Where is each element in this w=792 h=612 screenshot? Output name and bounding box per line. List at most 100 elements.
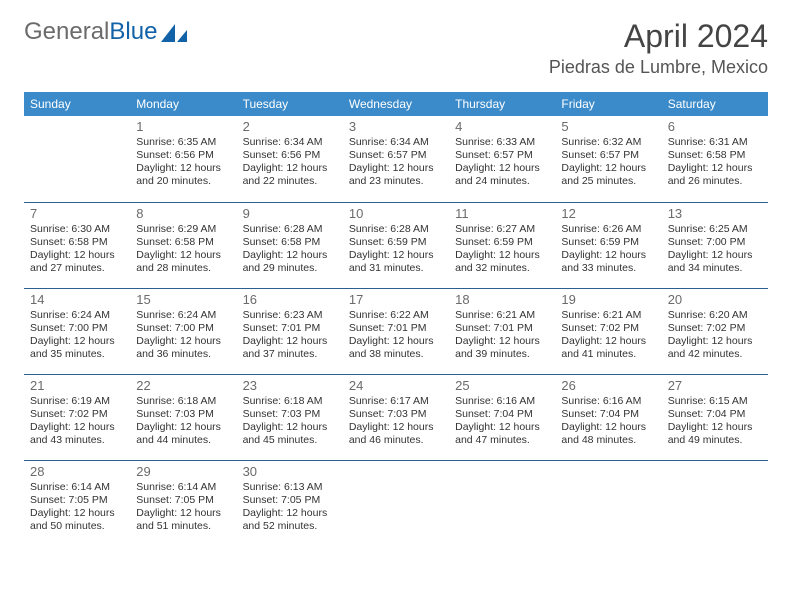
daylight-line: Daylight: 12 hours and 25 minutes. — [561, 162, 655, 188]
calendar-cell: 15Sunrise: 6:24 AMSunset: 7:00 PMDayligh… — [130, 288, 236, 374]
day-number: 23 — [243, 378, 337, 393]
logo-sail-icon — [161, 22, 189, 44]
day-number: 2 — [243, 119, 337, 134]
sunrise-line: Sunrise: 6:29 AM — [136, 223, 230, 236]
sunrise-line: Sunrise: 6:14 AM — [30, 481, 124, 494]
sunrise-line: Sunrise: 6:20 AM — [668, 309, 762, 322]
calendar-cell: 18Sunrise: 6:21 AMSunset: 7:01 PMDayligh… — [449, 288, 555, 374]
sunset-line: Sunset: 7:00 PM — [30, 322, 124, 335]
sunset-line: Sunset: 6:58 PM — [136, 236, 230, 249]
sunrise-line: Sunrise: 6:19 AM — [30, 395, 124, 408]
sunrise-line: Sunrise: 6:32 AM — [561, 136, 655, 149]
title-block: April 2024 Piedras de Lumbre, Mexico — [549, 18, 768, 78]
day-number: 28 — [30, 464, 124, 479]
calendar-cell: 25Sunrise: 6:16 AMSunset: 7:04 PMDayligh… — [449, 374, 555, 460]
calendar-row: 7Sunrise: 6:30 AMSunset: 6:58 PMDaylight… — [24, 202, 768, 288]
calendar-row: 21Sunrise: 6:19 AMSunset: 7:02 PMDayligh… — [24, 374, 768, 460]
sunset-line: Sunset: 7:02 PM — [668, 322, 762, 335]
sunrise-line: Sunrise: 6:27 AM — [455, 223, 549, 236]
day-number: 18 — [455, 292, 549, 307]
daylight-line: Daylight: 12 hours and 33 minutes. — [561, 249, 655, 275]
calendar-cell: 24Sunrise: 6:17 AMSunset: 7:03 PMDayligh… — [343, 374, 449, 460]
day-number: 5 — [561, 119, 655, 134]
calendar-cell: 21Sunrise: 6:19 AMSunset: 7:02 PMDayligh… — [24, 374, 130, 460]
day-number: 12 — [561, 206, 655, 221]
sunrise-line: Sunrise: 6:33 AM — [455, 136, 549, 149]
daylight-line: Daylight: 12 hours and 34 minutes. — [668, 249, 762, 275]
daylight-line: Daylight: 12 hours and 52 minutes. — [243, 507, 337, 533]
calendar-cell — [555, 460, 661, 546]
sunset-line: Sunset: 7:00 PM — [136, 322, 230, 335]
day-number: 15 — [136, 292, 230, 307]
calendar-cell: 14Sunrise: 6:24 AMSunset: 7:00 PMDayligh… — [24, 288, 130, 374]
sunset-line: Sunset: 6:56 PM — [243, 149, 337, 162]
calendar-cell: 1Sunrise: 6:35 AMSunset: 6:56 PMDaylight… — [130, 116, 236, 202]
calendar-cell: 16Sunrise: 6:23 AMSunset: 7:01 PMDayligh… — [237, 288, 343, 374]
calendar-cell — [343, 460, 449, 546]
sunrise-line: Sunrise: 6:15 AM — [668, 395, 762, 408]
calendar-cell: 13 Sunrise: 6:25 AMSunset: 7:00 PMDayligh… — [662, 202, 768, 288]
daylight-line: Daylight: 12 hours and 23 minutes. — [349, 162, 443, 188]
daylight-line: Daylight: 12 hours and 42 minutes. — [668, 335, 762, 361]
sunset-line: Sunset: 7:00 PM — [668, 236, 762, 249]
daylight-line: Daylight: 12 hours and 45 minutes. — [243, 421, 337, 447]
daylight-line: Daylight: 12 hours and 48 minutes. — [561, 421, 655, 447]
sunset-line: Sunset: 6:57 PM — [349, 149, 443, 162]
weekday-header-row: Sunday Monday Tuesday Wednesday Thursday… — [24, 92, 768, 116]
sunset-line: Sunset: 6:58 PM — [243, 236, 337, 249]
calendar-row: 28Sunrise: 6:14 AMSunset: 7:05 PMDayligh… — [24, 460, 768, 546]
sunrise-line: Sunrise: 6:13 AM — [243, 481, 337, 494]
logo-text-blue: Blue — [109, 18, 157, 46]
sunrise-line: Sunrise: 6:22 AM — [349, 309, 443, 322]
day-number: 7 — [30, 206, 124, 221]
sunrise-line: Sunrise: 6:14 AM — [136, 481, 230, 494]
sunrise-line: Sunrise: 6:21 AM — [561, 309, 655, 322]
sunset-line: Sunset: 6:57 PM — [455, 149, 549, 162]
calendar-cell: 30Sunrise: 6:13 AMSunset: 7:05 PMDayligh… — [237, 460, 343, 546]
daylight-line: Daylight: 12 hours and 35 minutes. — [30, 335, 124, 361]
calendar-cell: 4Sunrise: 6:33 AMSunset: 6:57 PMDaylight… — [449, 116, 555, 202]
daylight-line: Daylight: 12 hours and 36 minutes. — [136, 335, 230, 361]
day-number: 21 — [30, 378, 124, 393]
day-number: 13 — [668, 206, 762, 221]
calendar-row: 1Sunrise: 6:35 AMSunset: 6:56 PMDaylight… — [24, 116, 768, 202]
sunrise-line: Sunrise: 6:26 AM — [561, 223, 655, 236]
day-number: 16 — [243, 292, 337, 307]
weekday-header: Sunday — [24, 92, 130, 116]
month-title: April 2024 — [549, 18, 768, 55]
daylight-line: Daylight: 12 hours and 49 minutes. — [668, 421, 762, 447]
sunrise-line: Sunrise: 6:28 AM — [349, 223, 443, 236]
calendar-cell — [662, 460, 768, 546]
daylight-line: Daylight: 12 hours and 43 minutes. — [30, 421, 124, 447]
calendar-cell: 26Sunrise: 6:16 AMSunset: 7:04 PMDayligh… — [555, 374, 661, 460]
daylight-line: Daylight: 12 hours and 37 minutes. — [243, 335, 337, 361]
calendar-cell: 6Sunrise: 6:31 AMSunset: 6:58 PMDaylight… — [662, 116, 768, 202]
sunrise-line: Sunrise: 6:34 AM — [349, 136, 443, 149]
calendar-cell: 22Sunrise: 6:18 AMSunset: 7:03 PMDayligh… — [130, 374, 236, 460]
daylight-line: Daylight: 12 hours and 47 minutes. — [455, 421, 549, 447]
sunset-line: Sunset: 7:05 PM — [30, 494, 124, 507]
calendar-cell: 7Sunrise: 6:30 AMSunset: 6:58 PMDaylight… — [24, 202, 130, 288]
day-number: 9 — [243, 206, 337, 221]
daylight-line: Daylight: 12 hours and 24 minutes. — [455, 162, 549, 188]
sunset-line: Sunset: 7:01 PM — [349, 322, 443, 335]
day-number: 24 — [349, 378, 443, 393]
calendar-row: 14Sunrise: 6:24 AMSunset: 7:00 PMDayligh… — [24, 288, 768, 374]
weekday-header: Wednesday — [343, 92, 449, 116]
calendar-cell: 12 Sunrise: 6:26 AMSunset: 6:59 PMDayligh… — [555, 202, 661, 288]
sunset-line: Sunset: 7:04 PM — [561, 408, 655, 421]
day-number: 3 — [349, 119, 443, 134]
sunset-line: Sunset: 6:58 PM — [30, 236, 124, 249]
day-number: 1 — [136, 119, 230, 134]
daylight-line: Daylight: 12 hours and 22 minutes. — [243, 162, 337, 188]
sunset-line: Sunset: 6:59 PM — [349, 236, 443, 249]
daylight-line: Daylight: 12 hours and 28 minutes. — [136, 249, 230, 275]
day-number: 25 — [455, 378, 549, 393]
sunrise-line: Sunrise: 6:35 AM — [136, 136, 230, 149]
daylight-line: Daylight: 12 hours and 46 minutes. — [349, 421, 443, 447]
calendar-cell — [449, 460, 555, 546]
sunset-line: Sunset: 6:59 PM — [561, 236, 655, 249]
sunrise-line: Sunrise: 6:28 AM — [243, 223, 337, 236]
sunrise-line: Sunrise: 6:25 AM — [668, 223, 762, 236]
weekday-header: Thursday — [449, 92, 555, 116]
